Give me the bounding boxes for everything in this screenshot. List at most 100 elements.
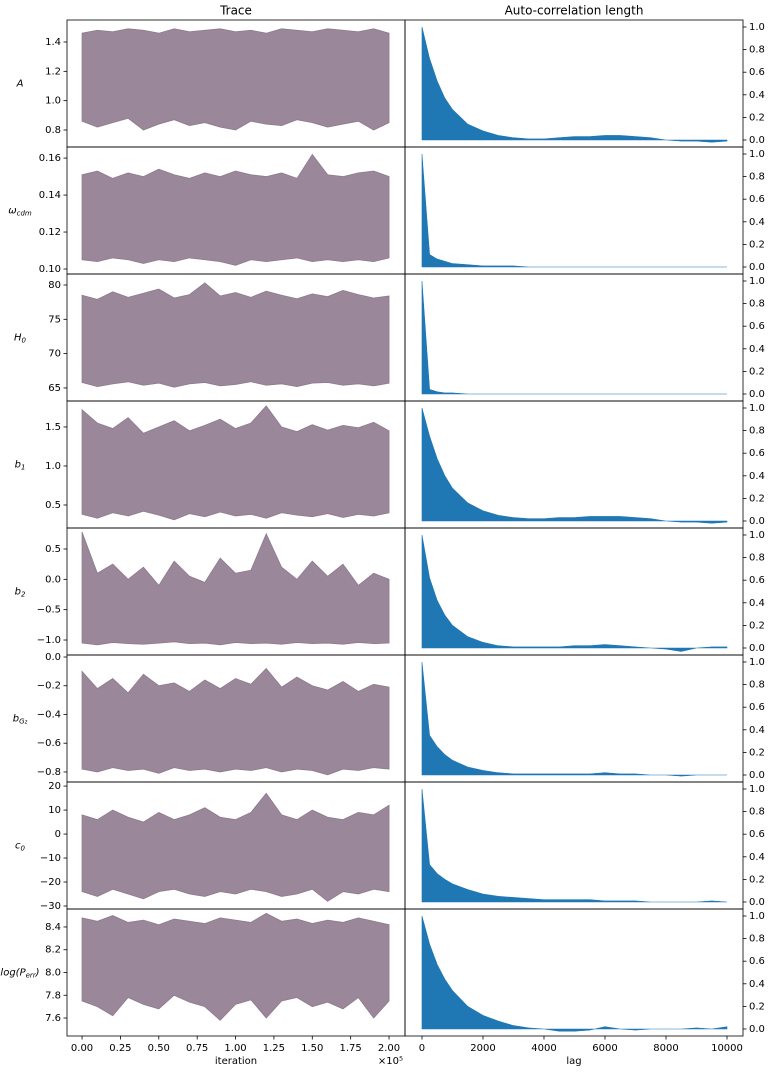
y-tick-label: 0.16	[39, 153, 61, 164]
x-axis-label: iteration	[215, 1056, 257, 1067]
y-label-sub: 0	[21, 845, 26, 853]
y-tick-label: 1.0	[45, 461, 61, 472]
panel-frame	[404, 146, 744, 275]
acf-area	[421, 280, 727, 395]
y-tick-label: 0.14	[39, 190, 61, 201]
y-tick-label: 0.0	[749, 389, 765, 400]
y-tick-label: 0.2	[749, 239, 765, 250]
y-tick-label: 20	[48, 781, 61, 792]
y-label-main: ω	[8, 206, 16, 217]
panel-frame	[404, 273, 744, 402]
y-tick-label: 0.2	[749, 874, 765, 885]
y-tick-label: 0.6	[749, 829, 765, 840]
acf-area	[421, 153, 727, 268]
y-tick-label: 0.8	[749, 426, 765, 437]
y-tick-label: 0.2	[749, 112, 765, 123]
y-tick-label: 0.6	[749, 448, 765, 459]
y-tick-label: 0.0	[45, 652, 61, 663]
y-tick-label: −0.4	[37, 709, 61, 720]
x-tick-label: 0.75	[186, 1043, 208, 1054]
y-tick-label: 0.5	[45, 500, 61, 511]
x-tick-label: 0.50	[148, 1043, 170, 1054]
plot-area	[421, 26, 728, 143]
y-tick-label: −0.8	[37, 767, 61, 778]
y-tick-label: 0.4	[749, 344, 765, 355]
y-tick-label: −0.5	[37, 605, 61, 616]
y-tick-label: 0.0	[45, 574, 61, 585]
y-tick-label: 0.6	[749, 194, 765, 205]
plot-area	[81, 405, 390, 521]
x-tick-label: 1.25	[263, 1043, 285, 1054]
plot-area	[421, 280, 727, 395]
y-tick-label: −0.2	[37, 681, 61, 692]
y-tick-label: −1.0	[37, 635, 61, 646]
y-tick-label: 0.8	[749, 934, 765, 945]
plot-area	[421, 915, 728, 1032]
y-label-sub: err	[26, 972, 37, 980]
y-tick-label: 0.4	[749, 598, 765, 609]
x-tick-label: 1.75	[340, 1043, 362, 1054]
y-tick-label: 0.0	[749, 897, 765, 908]
y-axis-label: bG₂	[13, 714, 28, 726]
y-tick-label: 0.4	[749, 725, 765, 736]
acf-area	[421, 661, 727, 777]
y-tick-label: 7.8	[45, 990, 61, 1001]
y-tick-label: 0.0	[749, 135, 765, 146]
y-tick-label: 8.4	[45, 922, 61, 933]
y-tick-label: 1.0	[749, 276, 765, 287]
y-tick-label: 0.6	[749, 956, 765, 967]
plot-area	[81, 153, 390, 266]
y-tick-label: 0.2	[749, 493, 765, 504]
y-tick-label: 1.0	[45, 96, 61, 107]
y-tick-label: 0.8	[749, 45, 765, 56]
plot-area	[81, 531, 390, 646]
y-tick-label: 0.10	[39, 264, 61, 275]
x-tick-label: 1.00	[224, 1043, 246, 1054]
y-tick-label: 1.0	[749, 530, 765, 541]
y-tick-label: 8.2	[45, 945, 61, 956]
x-tick-label: 8000	[653, 1043, 678, 1054]
y-label-sub: cdm	[17, 210, 32, 218]
y-tick-label: 0	[55, 829, 61, 840]
y-axis-label: c0	[15, 841, 26, 853]
trace-band	[81, 405, 390, 521]
y-axis-label: H0	[14, 333, 27, 345]
acf-area	[421, 407, 728, 524]
trace-band	[81, 792, 390, 902]
acf-area	[421, 788, 728, 903]
x-axis-label: lag	[566, 1056, 581, 1067]
y-tick-label: 70	[48, 349, 61, 360]
y-tick-label: 0.8	[749, 299, 765, 310]
acf-area	[421, 915, 728, 1032]
y-tick-label: 1.4	[45, 37, 61, 48]
y-tick-label: 0.0	[749, 1024, 765, 1035]
x-tick-label: 0	[419, 1043, 425, 1054]
y-tick-label: 1.0	[749, 403, 765, 414]
panel-frame	[404, 908, 744, 1037]
x-tick-label: 2.00	[378, 1043, 400, 1054]
y-tick-label: 0.8	[749, 680, 765, 691]
y-label-sub: G₂	[19, 718, 27, 726]
y-label-main: b	[15, 587, 21, 598]
y-tick-label: 1.0	[749, 149, 765, 160]
y-label-main: c	[15, 841, 21, 852]
y-tick-label: 8.0	[45, 968, 61, 979]
plot-area	[421, 407, 728, 524]
plot-area	[81, 282, 390, 388]
y-tick-label: 0.0	[749, 770, 765, 781]
y-tick-label: 0.6	[749, 321, 765, 332]
x-tick-label: 0.25	[109, 1043, 131, 1054]
y-tick-label: 1.5	[45, 422, 61, 433]
plot-area	[421, 661, 727, 777]
y-axis-label: b2	[15, 587, 26, 599]
trace-title: Trace	[219, 4, 252, 18]
y-tick-label: 0.12	[39, 227, 61, 238]
y-tick-label: 0.0	[749, 643, 765, 654]
y-tick-label: 80	[48, 280, 61, 291]
y-tick-label: 0.0	[749, 516, 765, 527]
trace-band	[81, 153, 390, 266]
y-tick-label: 0.8	[45, 125, 61, 136]
acf-area	[421, 26, 728, 143]
y-tick-label: 10	[48, 805, 61, 816]
plot-area	[81, 667, 390, 776]
